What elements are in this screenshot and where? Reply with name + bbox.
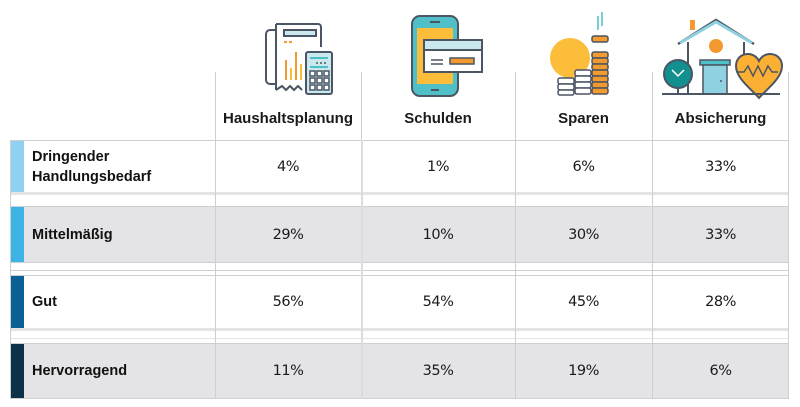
cell-value: 56%: [272, 294, 304, 310]
table-row-mittelmaessig: Mittelmäßig 29% 10% 30% 33%: [10, 206, 789, 263]
cell-value: 33%: [705, 158, 736, 175]
row-color-marker: [10, 344, 24, 398]
table-row-dringender-handlungsbedarf: Dringender Handlungsbedarf 4% 1% 6% 33%: [10, 140, 789, 195]
gap-divider: [10, 270, 789, 271]
column-header-haushaltsplanung: Haushaltsplanung: [222, 110, 353, 127]
cell-value: 6%: [709, 363, 732, 379]
calculator-receipt-icon: [265, 23, 333, 95]
cell-value: 19%: [568, 363, 599, 379]
column-header-absicherung: Absicherung: [674, 110, 767, 127]
row-color-marker: [10, 141, 24, 192]
header-divider: [652, 72, 653, 140]
cell-value: 35%: [422, 363, 454, 379]
house-heart-insurance-icon: [662, 18, 784, 100]
table-row-gut: Gut 56% 54% 45% 28%: [10, 275, 789, 331]
column-divider: [361, 140, 363, 399]
cell-value: 29%: [272, 226, 304, 243]
column-divider: [515, 140, 516, 399]
header-divider: [215, 72, 216, 140]
cell-value: 11%: [272, 363, 304, 379]
column-header-sparen: Sparen: [558, 110, 609, 127]
cell-value: 54%: [422, 294, 454, 310]
row-label: Mittelmäßig: [32, 226, 113, 243]
column-header-schulden: Schulden: [404, 110, 472, 127]
cell-value: 30%: [568, 226, 599, 243]
column-divider: [652, 140, 653, 399]
cell-value: 10%: [422, 226, 454, 243]
phone-credit-card-icon: [411, 15, 483, 97]
gap-divider: [10, 338, 789, 339]
header-divider: [515, 72, 516, 140]
row-label: Dringender Handlungsbedarf: [32, 141, 212, 192]
column-divider: [788, 140, 789, 399]
row-label-line: Handlungsbedarf: [32, 168, 152, 185]
cell-value: 33%: [705, 226, 736, 243]
header-divider: [788, 72, 789, 140]
cell-value: 28%: [705, 294, 736, 310]
row-color-marker: [10, 207, 24, 262]
row-label: Gut: [32, 294, 57, 310]
coins-savings-icon: [550, 12, 609, 96]
cell-value: 6%: [572, 158, 595, 175]
table-row-hervorragend: Hervorragend 11% 35% 19% 6%: [10, 343, 789, 399]
header-divider: [361, 72, 362, 140]
cell-value: 1%: [426, 158, 450, 175]
cell-value: 45%: [568, 294, 599, 310]
row-color-marker: [10, 276, 24, 328]
column-divider: [10, 140, 11, 399]
row-label: Hervorragend: [32, 363, 128, 379]
column-divider: [215, 140, 216, 399]
row-label-line: Dringender: [32, 148, 110, 165]
cell-value: 4%: [276, 158, 300, 175]
